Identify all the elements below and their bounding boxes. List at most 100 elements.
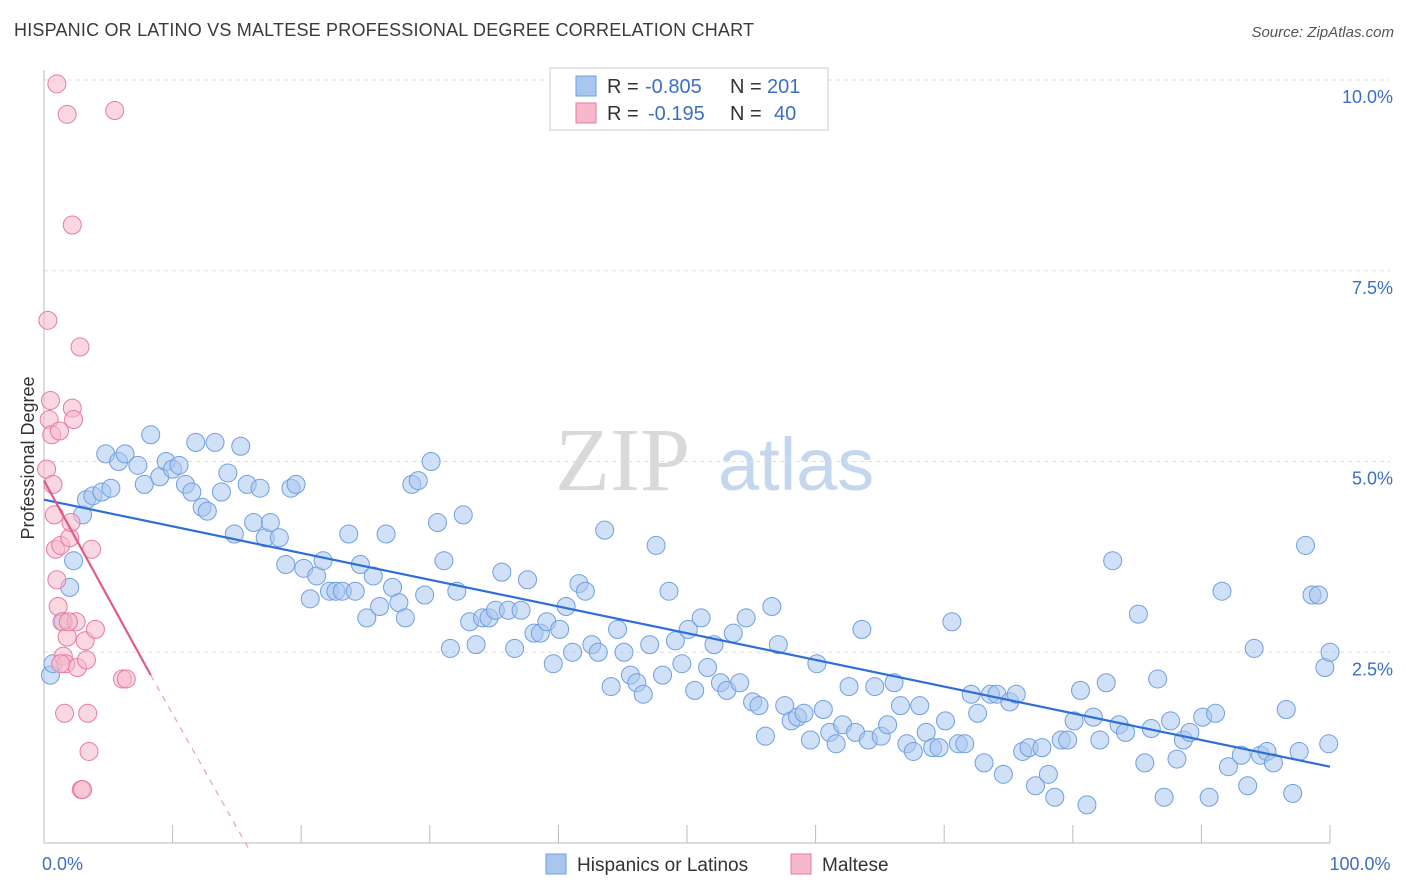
point-hispanic — [1319, 734, 1339, 754]
point-hispanic — [492, 562, 512, 582]
point-hispanic — [935, 711, 955, 731]
point-hispanic — [993, 764, 1013, 784]
point-hispanic — [64, 551, 84, 571]
point-hispanic — [205, 432, 225, 452]
point-hispanic — [370, 596, 390, 616]
point-maltese — [55, 703, 75, 723]
bottom-legend-swatch-hispanic — [545, 853, 567, 875]
point-hispanic — [428, 513, 448, 533]
point-hispanic — [286, 474, 306, 494]
point-hispanic — [595, 520, 615, 540]
point-hispanic — [1135, 753, 1155, 773]
point-hispanic — [884, 673, 904, 693]
point-hispanic — [169, 455, 189, 475]
point-hispanic — [942, 612, 962, 632]
point-hispanic — [1154, 787, 1174, 807]
legend-n-value-1: 201 — [767, 76, 800, 98]
point-hispanic — [698, 658, 718, 678]
grid — [44, 79, 1390, 653]
legend-n-label-2: N = — [730, 103, 762, 125]
point-hispanic — [685, 680, 705, 700]
point-hispanic — [1148, 669, 1168, 689]
point-hispanic — [807, 654, 827, 674]
point-hispanic — [186, 432, 206, 452]
point-hispanic — [357, 608, 377, 628]
point-hispanic — [415, 585, 435, 605]
point-maltese — [64, 410, 84, 430]
point-hispanic — [211, 482, 231, 502]
point-hispanic — [813, 699, 833, 719]
bottom-legend-swatch-maltese — [790, 853, 812, 875]
point-maltese — [70, 337, 90, 357]
legend-r-value-2: -0.195 — [648, 103, 705, 125]
point-hispanic — [575, 581, 595, 601]
point-maltese — [49, 421, 69, 441]
point-hispanic — [101, 478, 121, 498]
point-hispanic — [141, 425, 161, 445]
point-hispanic — [550, 619, 570, 639]
legend-box: R = -0.805 N = 201 R = -0.195 N = 40 — [549, 67, 829, 131]
point-hispanic — [339, 524, 359, 544]
point-hispanic — [800, 730, 820, 750]
point-hispanic — [1276, 699, 1296, 719]
point-maltese — [58, 612, 78, 632]
point-maltese — [51, 654, 71, 674]
axes: 2.5% 5.0% 7.5% 10.0% 0.0% 100.0% — [42, 70, 1393, 874]
bottom-legend-label-hispanic: Hispanics or Latinos — [577, 855, 748, 876]
point-maltese — [76, 650, 96, 670]
point-hispanic — [1244, 638, 1264, 658]
source-label: Source: ZipAtlas.com — [1251, 24, 1394, 41]
chart-title: HISPANIC OR LATINO VS MALTESE PROFESSION… — [14, 20, 755, 40]
legend-n-label-1: N = — [730, 76, 762, 98]
point-hispanic — [839, 677, 859, 697]
point-hispanic — [1238, 776, 1258, 796]
point-hispanic — [1206, 703, 1226, 723]
legend-r-label-2: R = — [607, 103, 639, 125]
point-hispanic — [1006, 684, 1026, 704]
point-hispanic — [563, 642, 583, 662]
y-tick-label: 2.5% — [1352, 659, 1393, 679]
point-hispanic — [395, 608, 415, 628]
y-axis-title: Professional Degree — [18, 376, 38, 539]
y-tick-label: 10.0% — [1342, 87, 1393, 107]
point-hispanic — [1283, 783, 1303, 803]
point-hispanic — [672, 654, 692, 674]
point-hispanic — [723, 623, 743, 643]
point-hispanic — [1045, 787, 1065, 807]
x-tick-label: 100.0% — [1329, 854, 1390, 874]
point-hispanic — [1218, 757, 1238, 777]
point-maltese — [105, 101, 125, 121]
point-hispanic — [762, 596, 782, 616]
point-hispanic — [1064, 711, 1084, 731]
point-maltese — [62, 215, 82, 235]
point-hispanic — [260, 513, 280, 533]
point-hispanic — [736, 608, 756, 628]
point-hispanic — [659, 581, 679, 601]
bottom-legend-label-maltese: Maltese — [822, 855, 889, 876]
trend-line-maltese-extension — [150, 674, 251, 851]
legend-r-value-1: -0.805 — [645, 76, 702, 98]
point-hispanic — [511, 600, 531, 620]
point-maltese — [116, 669, 136, 689]
point-hispanic — [1167, 749, 1187, 769]
point-maltese — [38, 310, 58, 330]
point-hispanic — [794, 703, 814, 723]
point-hispanic — [929, 738, 949, 758]
point-hispanic — [890, 696, 910, 716]
point-hispanic — [608, 619, 628, 639]
point-hispanic — [601, 677, 621, 697]
point-hispanic — [1212, 581, 1232, 601]
bottom-legend: Hispanics or Latinos Maltese — [545, 853, 889, 876]
legend-n-value-2: 40 — [774, 103, 796, 125]
trend-line-maltese — [43, 480, 152, 676]
point-hispanic — [276, 555, 296, 575]
point-hispanic — [1096, 673, 1116, 693]
legend-r-label-1: R = — [607, 76, 639, 98]
trend-line-hispanic — [43, 498, 1331, 768]
point-hispanic — [749, 696, 769, 716]
point-hispanic — [300, 589, 320, 609]
point-maltese — [47, 74, 67, 94]
point-hispanic — [768, 635, 788, 655]
point-hispanic — [653, 665, 673, 685]
point-hispanic — [434, 551, 454, 571]
